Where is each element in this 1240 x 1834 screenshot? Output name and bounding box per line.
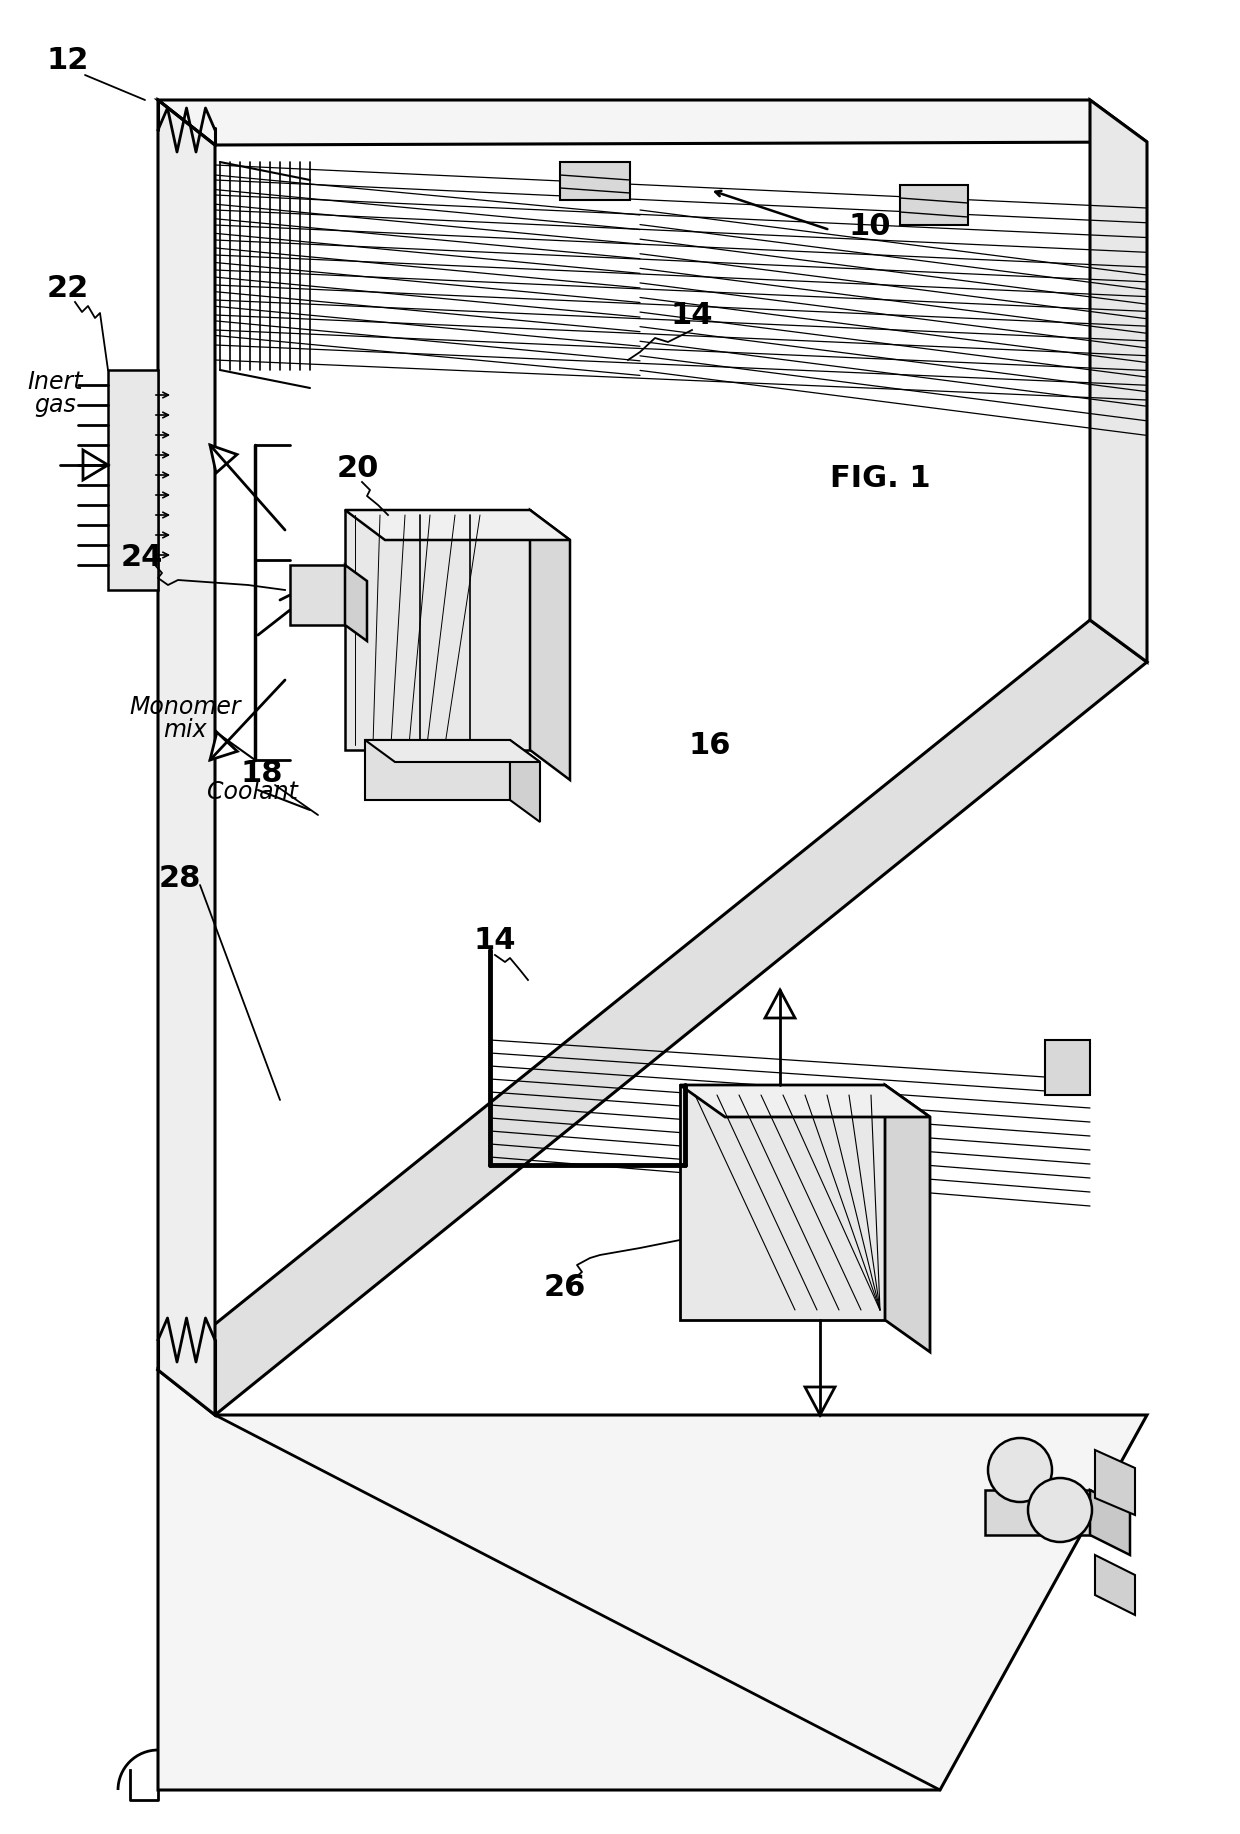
Text: Coolant: Coolant	[207, 779, 298, 803]
Circle shape	[1028, 1478, 1092, 1542]
Text: 14: 14	[671, 301, 713, 330]
Text: 22: 22	[47, 273, 89, 303]
Polygon shape	[765, 990, 795, 1018]
Polygon shape	[985, 1489, 1090, 1535]
Polygon shape	[1090, 101, 1147, 662]
Polygon shape	[345, 510, 529, 750]
Text: FIG. 1: FIG. 1	[830, 464, 930, 493]
Text: Inert: Inert	[27, 370, 83, 394]
Text: Monomer: Monomer	[129, 695, 241, 719]
Text: 18: 18	[241, 759, 283, 787]
Polygon shape	[210, 446, 237, 473]
Polygon shape	[108, 370, 157, 591]
Polygon shape	[210, 732, 237, 759]
Polygon shape	[157, 101, 215, 1416]
Polygon shape	[1095, 1555, 1135, 1616]
Text: mix: mix	[164, 717, 207, 743]
Polygon shape	[680, 1086, 885, 1320]
Text: gas: gas	[35, 392, 76, 416]
Text: 12: 12	[47, 46, 89, 75]
Polygon shape	[345, 565, 367, 642]
Polygon shape	[157, 1370, 1147, 1790]
Polygon shape	[529, 510, 570, 779]
Text: 10: 10	[848, 211, 890, 240]
Polygon shape	[680, 1086, 930, 1117]
Polygon shape	[365, 739, 539, 761]
Polygon shape	[1090, 1489, 1130, 1555]
Polygon shape	[1045, 1040, 1090, 1095]
Polygon shape	[345, 510, 570, 539]
Polygon shape	[805, 1387, 835, 1416]
Polygon shape	[510, 739, 539, 822]
Polygon shape	[560, 161, 630, 200]
Polygon shape	[157, 620, 1147, 1416]
Circle shape	[988, 1438, 1052, 1502]
Polygon shape	[560, 165, 620, 194]
Text: 26: 26	[544, 1273, 587, 1302]
Text: 24: 24	[120, 543, 164, 572]
Polygon shape	[83, 449, 108, 481]
Polygon shape	[885, 1086, 930, 1352]
Text: 14: 14	[474, 926, 516, 954]
Polygon shape	[157, 101, 1147, 145]
Polygon shape	[290, 565, 345, 625]
Polygon shape	[900, 185, 968, 226]
Text: 28: 28	[159, 864, 201, 893]
Polygon shape	[365, 739, 510, 800]
Text: 20: 20	[337, 453, 379, 482]
Text: 16: 16	[688, 730, 732, 759]
Polygon shape	[1095, 1451, 1135, 1515]
